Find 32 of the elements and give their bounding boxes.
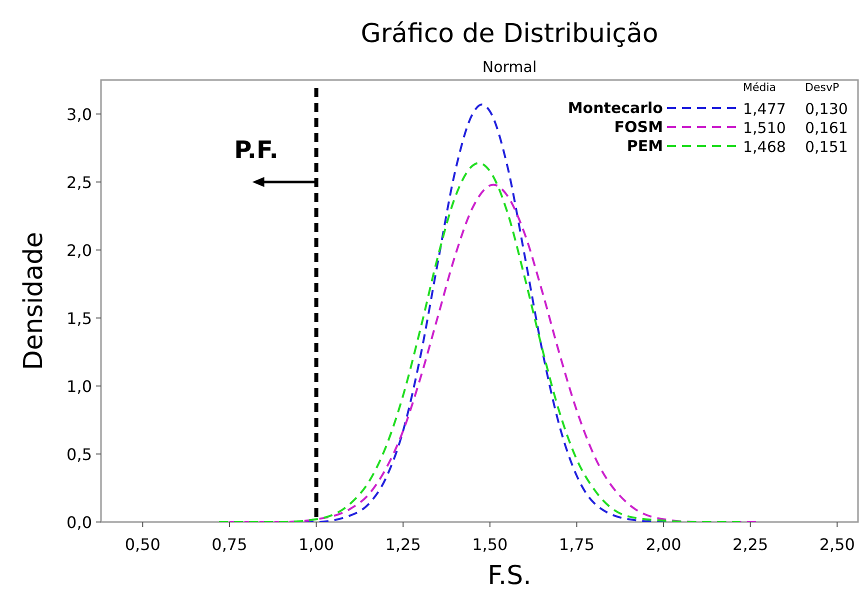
y-tick-label: 2,0: [66, 241, 92, 260]
y-tick-label: 2,5: [66, 173, 92, 192]
annotation: Média: [743, 81, 776, 94]
y-tick-label: 1,5: [66, 309, 92, 328]
annotation: DesvP: [805, 81, 840, 94]
annotation: 0,161: [805, 119, 848, 137]
x-tick-label: 1,75: [558, 535, 595, 554]
x-tick-label: 2,00: [646, 535, 682, 554]
annotation: 0,130: [805, 100, 848, 118]
chart-title: Gráfico de Distribuição: [360, 19, 658, 49]
y-tick-label: 1,0: [66, 377, 92, 396]
legend-label: FOSM: [614, 118, 663, 136]
x-tick-label: 1,00: [298, 535, 334, 554]
ref-line-label: P.F.: [234, 136, 278, 164]
chart-subtitle: Normal: [482, 58, 537, 76]
legend-label: PEM: [626, 137, 663, 155]
x-tick-label: 1,50: [472, 535, 508, 554]
y-tick-label: 0,5: [66, 445, 92, 464]
annotation: 0,151: [805, 138, 848, 156]
legend-label: Montecarlo: [568, 99, 663, 117]
y-tick-label: 0,0: [66, 513, 92, 532]
x-axis-title: F.S.: [488, 561, 532, 591]
x-tick-label: 2,50: [819, 535, 855, 554]
x-tick-label: 0,75: [212, 535, 248, 554]
y-tick-label: 3,0: [66, 105, 92, 124]
annotation: 1,477: [743, 100, 786, 118]
x-tick-label: 0,50: [124, 535, 160, 554]
annotation: 1,468: [743, 138, 786, 156]
x-tick-label: 1,25: [385, 535, 421, 554]
annotation: 1,510: [743, 119, 786, 137]
x-tick-label: 2,25: [732, 535, 768, 554]
y-axis-title: Densidade: [19, 232, 49, 370]
